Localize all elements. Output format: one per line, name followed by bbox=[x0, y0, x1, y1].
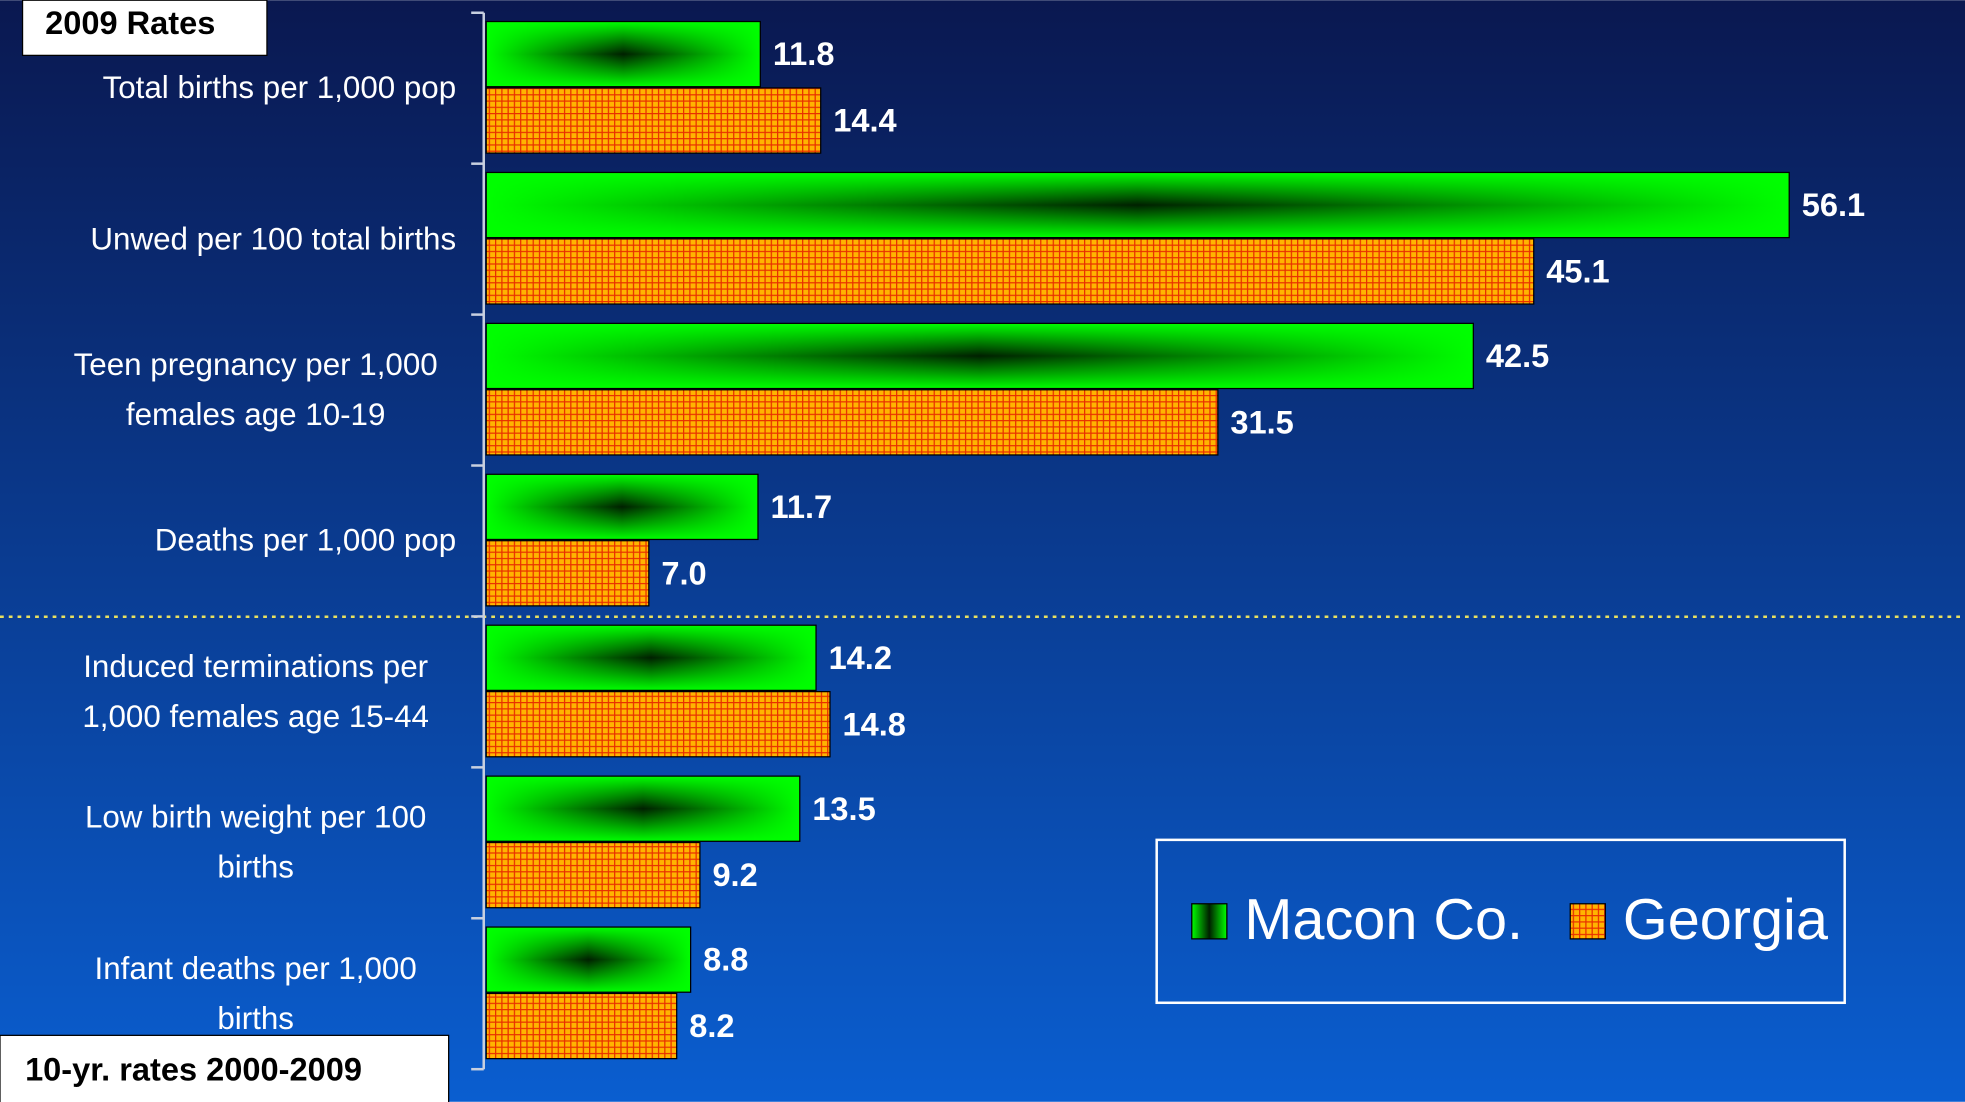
category-label: Teen pregnancy per 1,000 females age 10-… bbox=[73, 347, 438, 433]
category-label: Infant deaths per 1,000 births bbox=[94, 951, 417, 1037]
bar bbox=[485, 841, 701, 909]
bar-shade bbox=[485, 775, 801, 842]
plot: Total births per 1,000 pop 11.8 14.4 Unwed … bbox=[73, 11, 1865, 1071]
bar bbox=[485, 20, 761, 88]
data-label: 8.2 bbox=[689, 1008, 734, 1044]
legend-label: Georgia bbox=[1623, 888, 1829, 952]
data-label: 42.5 bbox=[1486, 338, 1549, 374]
bar-shade bbox=[485, 926, 692, 993]
bar bbox=[485, 238, 1535, 305]
data-label: 11.7 bbox=[771, 489, 833, 525]
legend: Macon Co. Georgia bbox=[1155, 838, 1846, 1005]
bar-shade bbox=[485, 322, 1474, 390]
data-label: 11.8 bbox=[773, 36, 835, 72]
category-label-box: Teen pregnancy per 1,000 females age 10-… bbox=[73, 347, 438, 433]
bar bbox=[485, 775, 801, 842]
data-label: 56.1 bbox=[1802, 187, 1865, 223]
bar-shade bbox=[485, 20, 761, 88]
bar-shade bbox=[485, 473, 759, 541]
bar bbox=[485, 87, 822, 154]
bar bbox=[485, 389, 1219, 456]
category-label-box: Low birth weight per 100 births bbox=[84, 800, 427, 886]
bar-shade bbox=[485, 624, 817, 691]
data-label: 7.0 bbox=[661, 555, 706, 591]
bar bbox=[485, 171, 1790, 239]
bar-shade bbox=[485, 171, 1790, 239]
category-label: Deaths per 1,000 pop bbox=[154, 523, 457, 559]
legend-swatch bbox=[1191, 903, 1228, 940]
annotation-box bbox=[21, 0, 268, 56]
bar bbox=[485, 322, 1474, 390]
category-label: Low birth weight per 100 births bbox=[84, 800, 427, 886]
data-label: 14.2 bbox=[829, 640, 892, 676]
annotation: 2009 Rates bbox=[45, 5, 215, 41]
data-label: 13.5 bbox=[812, 791, 875, 827]
legend-label: Macon Co. bbox=[1244, 888, 1523, 952]
category-label-box: Induced terminations per 1,000 females a… bbox=[82, 649, 429, 735]
data-label: 9.2 bbox=[712, 857, 757, 893]
annotation: 10-yr. rates 2000-2009 bbox=[25, 1051, 362, 1087]
data-label: 14.8 bbox=[843, 706, 906, 742]
annotation-box bbox=[0, 1034, 450, 1102]
bar bbox=[485, 992, 678, 1060]
category-label: Total births per 1,000 pop bbox=[102, 70, 457, 106]
bar bbox=[485, 624, 817, 691]
bar bbox=[485, 473, 759, 541]
bar bbox=[485, 690, 831, 758]
category-label: Induced terminations per 1,000 females a… bbox=[82, 649, 429, 735]
legend-swatch bbox=[1569, 903, 1606, 940]
category-label-box: Deaths per 1,000 pop bbox=[154, 523, 457, 559]
data-label: 14.4 bbox=[833, 103, 896, 139]
category-label-box: Unwed per 100 total births bbox=[90, 221, 457, 257]
bar bbox=[485, 926, 692, 993]
category-label: Unwed per 100 total births bbox=[90, 221, 457, 257]
bar bbox=[485, 540, 650, 607]
data-label: 31.5 bbox=[1230, 404, 1293, 440]
category-label-box: Total births per 1,000 pop bbox=[102, 70, 457, 106]
data-label: 8.8 bbox=[703, 942, 748, 978]
legend-box bbox=[1155, 838, 1846, 1005]
category-label-box: Infant deaths per 1,000 births bbox=[94, 951, 417, 1037]
data-label: 45.1 bbox=[1546, 254, 1609, 290]
